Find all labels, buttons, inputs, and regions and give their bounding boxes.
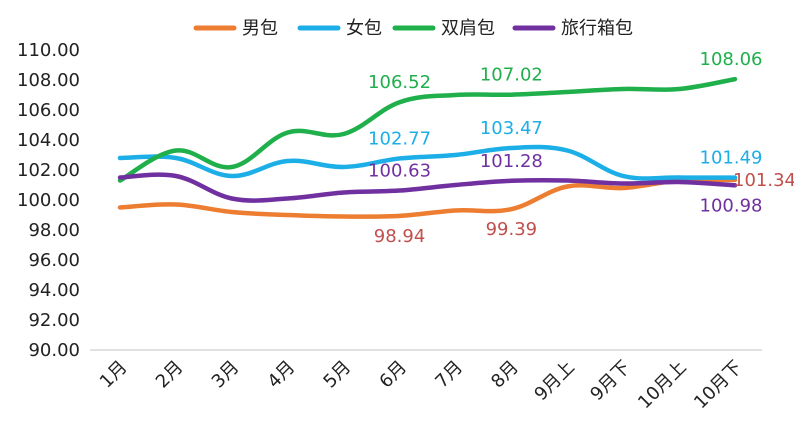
x-tick-label: 2月 [152,357,188,393]
x-tick-label: 9月上 [530,357,578,405]
x-tick-label: 6月 [375,357,411,393]
x-tick-label: 8月 [487,357,523,393]
y-tick-label: 92.00 [28,310,80,331]
data-label: 100.63 [368,161,431,182]
data-label: 106.52 [368,72,431,93]
legend-item-3: 旅行箱包 [512,18,633,39]
y-tick-label: 96.00 [28,250,80,271]
x-tick-label: 1月 [96,357,132,393]
series-line-1 [117,144,738,181]
data-label: 98.94 [374,226,426,247]
y-tick-label: 100.00 [17,190,80,211]
legend-item-2: 双肩包 [392,18,495,39]
legend-label: 双肩包 [441,18,495,39]
legend-item-0: 男包 [193,18,278,39]
y-tick-label: 106.00 [17,100,80,121]
x-tick-label: 3月 [208,357,244,393]
data-label: 102.77 [368,128,431,149]
legend-item-1: 女包 [297,18,382,39]
y-tick-label: 98.00 [28,220,80,241]
data-label: 103.47 [480,118,543,139]
y-tick-label: 102.00 [17,160,80,181]
y-tick-label: 94.00 [28,280,80,301]
series-lines [117,76,738,219]
x-tick-label: 5月 [319,357,355,393]
legend-label: 男包 [242,18,278,39]
data-labels: 98.94 99.39 101.34 102.77 103.47 101.49 106.52… [368,49,794,247]
y-tick-label: 90.00 [28,340,80,361]
legend: 男包 女包 双肩包 旅行箱包 [193,18,633,39]
legend-label: 女包 [346,18,382,39]
y-tick-label: 108.00 [17,70,80,91]
y-tick-label: 104.00 [17,130,80,151]
data-label: 99.39 [486,219,538,240]
x-tick-label: 7月 [431,357,467,393]
y-tick-label: 110.00 [17,40,80,61]
x-tick-label: 4月 [264,357,300,393]
data-label: 101.28 [480,151,543,172]
data-label: 101.49 [700,148,763,169]
x-tick-label: 9月下 [586,357,634,405]
series-line-0 [117,177,738,219]
data-label: 101.34 [733,170,794,191]
x-tick-label: 10月上 [634,357,691,414]
legend-label: 旅行箱包 [561,18,633,39]
series-line-3 [117,172,738,203]
x-tick-label: 10月下 [690,357,747,414]
series-line-2 [117,76,738,183]
data-label: 108.06 [700,49,763,70]
data-label: 107.02 [480,65,543,86]
data-label: 100.98 [700,195,763,216]
